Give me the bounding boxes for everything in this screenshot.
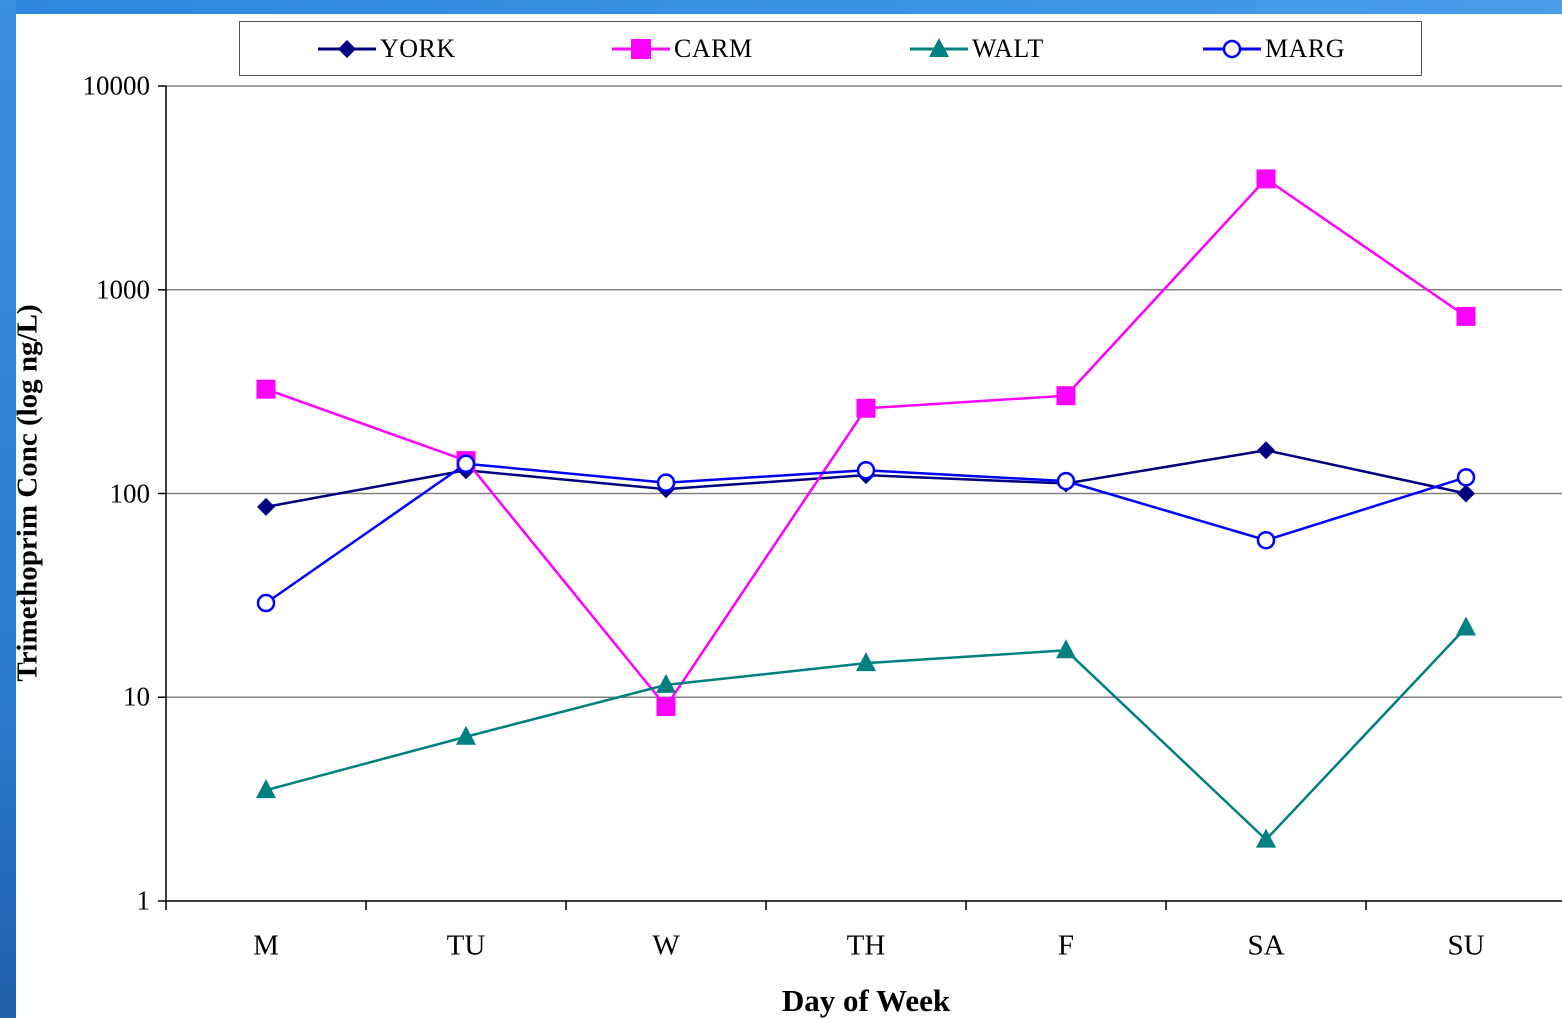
point-marg bbox=[856, 461, 876, 480]
legend-swatch bbox=[1203, 39, 1261, 59]
y-tick-label: 1000 bbox=[96, 274, 150, 305]
chart-background bbox=[16, 14, 1562, 1018]
legend-swatch bbox=[910, 38, 968, 57]
point-carm bbox=[1056, 386, 1076, 406]
series-line-marg bbox=[265, 462, 1467, 605]
point-walt bbox=[256, 779, 276, 799]
point-york bbox=[1457, 484, 1475, 503]
point-walt bbox=[1056, 639, 1076, 659]
x-tick-label: TU bbox=[446, 929, 486, 962]
point-walt bbox=[656, 673, 676, 693]
point-carm bbox=[256, 379, 276, 399]
point-marg bbox=[1256, 530, 1276, 550]
legend-swatch bbox=[612, 39, 670, 59]
point-marg bbox=[1456, 468, 1476, 487]
point-walt bbox=[1256, 828, 1276, 848]
legend: YORK CARM WALT MARG bbox=[239, 21, 1422, 76]
y-tick-label: 10000 bbox=[82, 70, 151, 101]
point-walt bbox=[456, 725, 476, 745]
point-marg bbox=[1056, 471, 1076, 491]
point-marg bbox=[656, 473, 676, 492]
slide-side-bar bbox=[0, 0, 16, 1018]
legend-label: MARG bbox=[1265, 34, 1346, 63]
legend-item-marg: MARG bbox=[1203, 34, 1346, 63]
y-tick-label: 100 bbox=[109, 478, 151, 508]
x-tick-label: SA bbox=[1247, 929, 1285, 962]
point-carm bbox=[856, 398, 876, 418]
legend-item-walt: WALT bbox=[910, 34, 1044, 63]
y-axis-title: Trimethoprim Conc (log ng/L) bbox=[11, 304, 44, 682]
point-carm bbox=[1456, 306, 1476, 326]
point-york bbox=[257, 497, 275, 516]
series-line-carm bbox=[265, 177, 1467, 709]
legend-label: WALT bbox=[972, 34, 1044, 63]
point-walt bbox=[1456, 616, 1476, 636]
legend-label: CARM bbox=[674, 34, 753, 63]
legend-item-carm: CARM bbox=[612, 34, 753, 63]
y-tick-label: 1 bbox=[136, 885, 151, 916]
point-carm bbox=[656, 697, 676, 717]
legend-swatch bbox=[318, 40, 376, 58]
x-tick-label: M bbox=[253, 929, 279, 962]
x-axis-title: Day of Week bbox=[781, 983, 951, 1018]
point-marg bbox=[456, 454, 476, 473]
x-tick-label: SU bbox=[1447, 929, 1485, 962]
x-tick-label: TH bbox=[846, 929, 886, 962]
x-tick-label: F bbox=[1057, 929, 1075, 962]
slide-header-bar bbox=[0, 0, 1562, 14]
legend-item-york: YORK bbox=[318, 34, 456, 63]
point-walt bbox=[856, 652, 876, 672]
legend-label: YORK bbox=[380, 34, 456, 63]
point-marg bbox=[256, 593, 276, 613]
point-york bbox=[1257, 441, 1275, 460]
point-carm bbox=[1256, 169, 1276, 189]
x-tick-label: W bbox=[652, 929, 680, 962]
y-tick-label: 10 bbox=[123, 681, 150, 712]
